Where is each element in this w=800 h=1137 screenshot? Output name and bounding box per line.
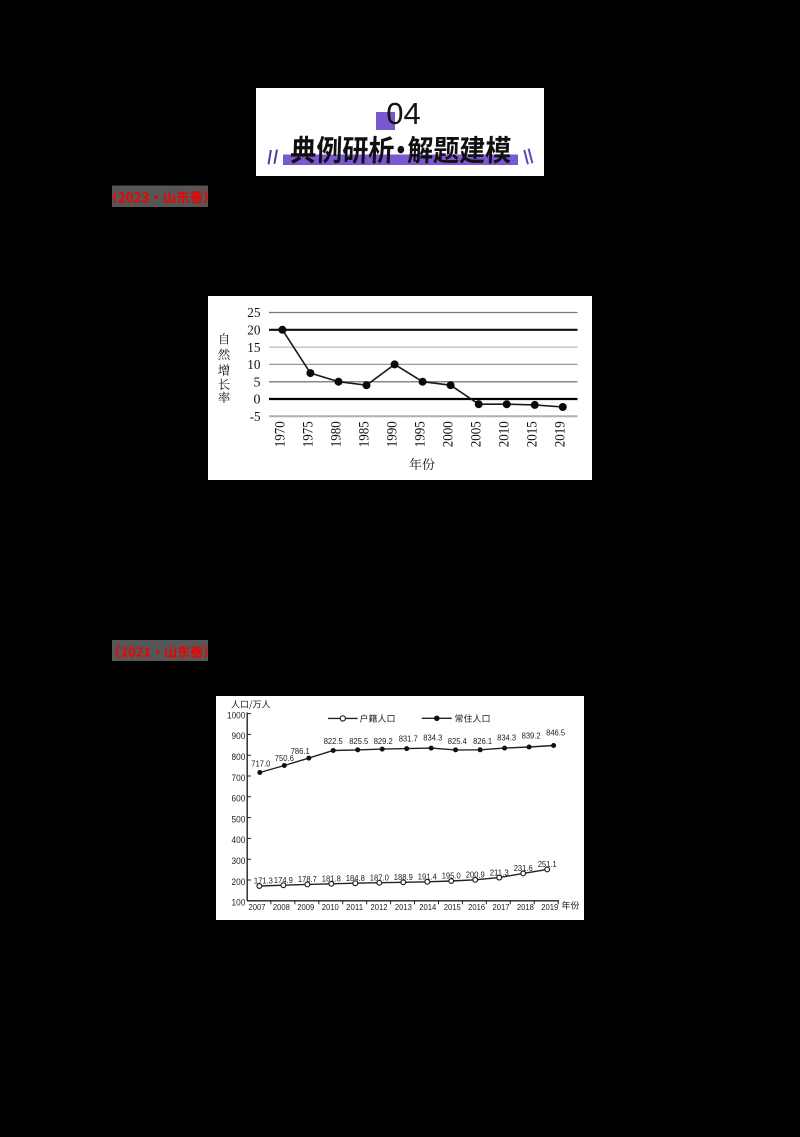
svg-text:2007: 2007 xyxy=(249,903,267,912)
svg-text:400: 400 xyxy=(232,835,246,846)
svg-text:2000: 2000 xyxy=(441,421,457,447)
svg-text:04: 04 xyxy=(386,96,420,131)
svg-text:20: 20 xyxy=(247,324,260,339)
svg-text:171.3: 171.3 xyxy=(254,876,273,886)
svg-text:231.6: 231.6 xyxy=(514,863,533,873)
svg-text:846.5: 846.5 xyxy=(546,728,565,738)
svg-text:174.9: 174.9 xyxy=(274,875,293,885)
svg-text:2019: 2019 xyxy=(541,903,559,912)
svg-text:2015: 2015 xyxy=(525,421,541,447)
svg-text:191.4: 191.4 xyxy=(418,872,437,882)
svg-text:195.0: 195.0 xyxy=(442,871,461,881)
svg-text:300: 300 xyxy=(232,856,246,867)
svg-text:2010: 2010 xyxy=(497,421,513,447)
svg-text:839.2: 839.2 xyxy=(522,731,541,741)
svg-text:200: 200 xyxy=(232,877,246,888)
svg-text:15: 15 xyxy=(247,341,260,356)
svg-text:2005: 2005 xyxy=(469,421,485,447)
svg-text:826.1: 826.1 xyxy=(473,736,492,746)
svg-text:1995: 1995 xyxy=(413,421,429,447)
svg-text:2016: 2016 xyxy=(468,903,486,912)
svg-text:600: 600 xyxy=(232,794,246,805)
svg-text:5: 5 xyxy=(254,375,261,390)
svg-text:2010: 2010 xyxy=(322,903,340,912)
svg-text:1975: 1975 xyxy=(300,421,316,447)
svg-text:825.5: 825.5 xyxy=(349,736,368,746)
svg-text:717.0: 717.0 xyxy=(251,759,270,769)
svg-text:10: 10 xyxy=(247,358,260,373)
svg-text:2012: 2012 xyxy=(371,903,389,912)
svg-text:251.1: 251.1 xyxy=(538,859,557,869)
svg-text:750.6: 750.6 xyxy=(275,753,294,763)
svg-text:0: 0 xyxy=(254,393,261,408)
svg-text:2014: 2014 xyxy=(419,903,437,912)
svg-text:1000: 1000 xyxy=(227,710,245,721)
svg-text:834.3: 834.3 xyxy=(423,732,442,742)
svg-text:-5: -5 xyxy=(250,410,261,425)
svg-text:500: 500 xyxy=(232,814,246,825)
svg-text:2018: 2018 xyxy=(517,903,535,912)
svg-text:786.1: 786.1 xyxy=(291,746,310,756)
svg-text:2019: 2019 xyxy=(553,421,569,447)
svg-text:825.4: 825.4 xyxy=(448,736,467,746)
svg-text:200.9: 200.9 xyxy=(466,870,485,880)
svg-text:2009: 2009 xyxy=(297,903,315,912)
svg-text:1970: 1970 xyxy=(272,421,288,447)
svg-text:2015: 2015 xyxy=(444,903,462,912)
svg-text:2008: 2008 xyxy=(273,903,291,912)
svg-text:187.0: 187.0 xyxy=(370,872,389,882)
svg-text:1985: 1985 xyxy=(356,421,372,447)
svg-text:900: 900 xyxy=(232,731,246,742)
svg-text:178.7: 178.7 xyxy=(298,874,317,884)
svg-text:822.5: 822.5 xyxy=(324,736,343,746)
svg-text:2013: 2013 xyxy=(395,903,413,912)
svg-text:829.2: 829.2 xyxy=(374,736,393,746)
svg-text:2011: 2011 xyxy=(346,903,364,912)
svg-text:831.7: 831.7 xyxy=(399,734,418,744)
svg-text:834.3: 834.3 xyxy=(497,732,516,742)
svg-text:800: 800 xyxy=(232,752,246,763)
svg-text:100: 100 xyxy=(232,898,246,909)
svg-text:25: 25 xyxy=(247,306,260,321)
svg-text:211.3: 211.3 xyxy=(490,867,509,877)
svg-text:181.8: 181.8 xyxy=(322,874,341,884)
svg-text:1990: 1990 xyxy=(385,421,401,447)
svg-text:1980: 1980 xyxy=(328,421,344,447)
svg-text:2017: 2017 xyxy=(493,903,511,912)
svg-text:188.9: 188.9 xyxy=(394,872,413,882)
svg-text:700: 700 xyxy=(232,773,246,784)
svg-text:184.8: 184.8 xyxy=(346,873,365,883)
